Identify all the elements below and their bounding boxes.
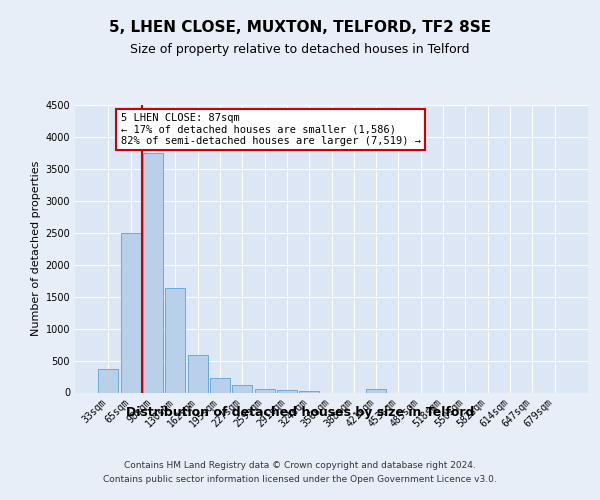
Text: Size of property relative to detached houses in Telford: Size of property relative to detached ho… [130, 44, 470, 57]
Text: Distribution of detached houses by size in Telford: Distribution of detached houses by size … [126, 406, 474, 419]
Text: 5, LHEN CLOSE, MUXTON, TELFORD, TF2 8SE: 5, LHEN CLOSE, MUXTON, TELFORD, TF2 8SE [109, 20, 491, 35]
Bar [366, 388, 386, 392]
Bar [277, 390, 297, 392]
Bar [188, 355, 208, 393]
Bar [210, 378, 230, 392]
Text: Contains HM Land Registry data © Crown copyright and database right 2024.
Contai: Contains HM Land Registry data © Crown c… [103, 462, 497, 483]
Text: 5 LHEN CLOSE: 87sqm
← 17% of detached houses are smaller (1,586)
82% of semi-det: 5 LHEN CLOSE: 87sqm ← 17% of detached ho… [121, 112, 421, 146]
Bar [165, 288, 185, 393]
Bar [121, 233, 141, 392]
Bar [254, 388, 275, 392]
Bar [232, 386, 252, 392]
Bar [98, 369, 118, 392]
Bar [143, 153, 163, 392]
Bar [299, 390, 319, 392]
Y-axis label: Number of detached properties: Number of detached properties [31, 161, 41, 336]
